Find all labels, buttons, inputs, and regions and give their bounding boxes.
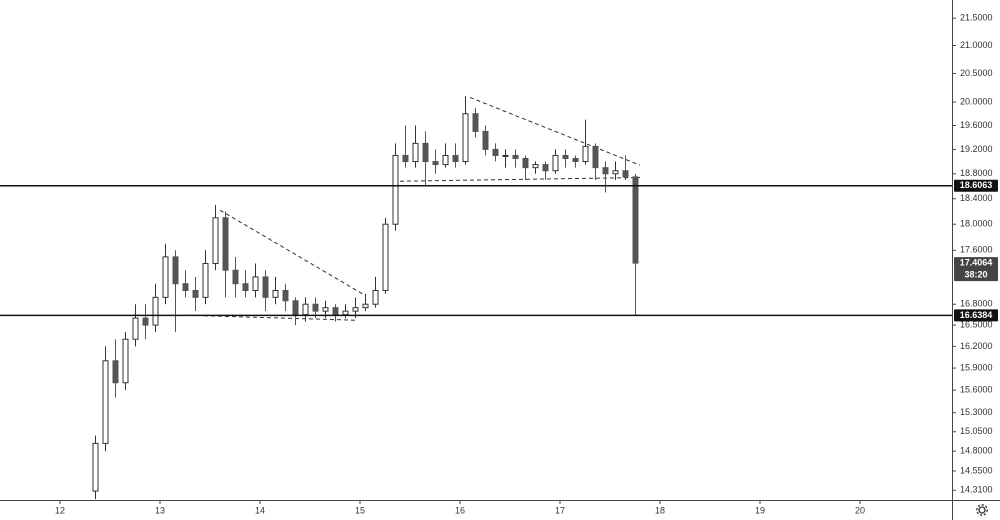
candle-body: [172, 256, 179, 285]
x-tick-label: 15: [355, 505, 365, 515]
y-tick-label: 15.9000: [960, 362, 993, 372]
candle-body: [242, 283, 249, 291]
candle-body: [402, 154, 409, 163]
x-tick-label: 16: [455, 505, 465, 515]
candle-body: [592, 145, 599, 169]
y-tick-label: 20.5000: [960, 68, 993, 78]
last-price-tag: [954, 257, 998, 282]
candle-body: [362, 303, 369, 309]
last-price-label: 17.4064: [960, 257, 993, 267]
candle-body: [492, 148, 499, 156]
candle-body: [132, 317, 139, 340]
candle-body: [422, 142, 429, 163]
candle-body: [622, 170, 629, 178]
candle-body: [542, 164, 549, 172]
price-tag: [954, 179, 998, 192]
x-tick-label: 14: [255, 505, 265, 515]
candle-body: [162, 256, 169, 298]
y-tick-label: 21.0000: [960, 40, 993, 50]
candle-body: [212, 217, 219, 265]
candle-body: [502, 154, 509, 157]
candle-body: [122, 338, 129, 384]
x-tick-label: 19: [755, 505, 765, 515]
candle-body: [282, 289, 289, 302]
candle-body: [302, 303, 309, 316]
y-tick-label: 21.5000: [960, 13, 993, 23]
trendline: [219, 209, 366, 296]
candle-body: [112, 360, 119, 384]
y-tick-label: 18.8000: [960, 168, 993, 178]
price-tag-label: 18.6063: [960, 180, 993, 190]
candle-body: [552, 154, 559, 172]
candle-body: [382, 223, 389, 291]
y-tick-label: 14.3100: [960, 485, 993, 495]
candle-body: [442, 154, 449, 166]
candle-body: [522, 157, 529, 169]
candle-body: [252, 276, 259, 291]
candle-body: [582, 145, 589, 163]
x-tick-label: 17: [555, 505, 565, 515]
candle-body: [572, 157, 579, 163]
candle-body: [222, 217, 229, 271]
candle-body: [182, 283, 189, 291]
candle-body: [202, 263, 209, 298]
y-tick-label: 15.6000: [960, 385, 993, 395]
candle-body: [332, 307, 339, 316]
y-tick-label: 19.2000: [960, 144, 993, 154]
candle-body: [532, 164, 539, 169]
x-tick-label: 13: [155, 505, 165, 515]
candle-body: [232, 269, 239, 285]
candle-body: [192, 289, 199, 298]
y-tick-label: 14.8000: [960, 446, 993, 456]
trendline: [399, 177, 641, 182]
candle-body: [152, 296, 159, 326]
candle-body: [92, 442, 99, 492]
candle-body: [482, 130, 489, 150]
candle-body: [512, 154, 519, 159]
candle-body: [372, 289, 379, 305]
y-tick-label: 18.4000: [960, 193, 993, 203]
candle-body: [562, 154, 569, 159]
candle-body: [452, 154, 459, 163]
candle-body: [262, 276, 269, 298]
trendline: [469, 96, 641, 166]
x-tick-label: 18: [655, 505, 665, 515]
candle-body: [352, 307, 359, 312]
price-tag-label: 16.6384: [960, 310, 993, 320]
candle-body: [292, 300, 299, 316]
candle-body: [472, 113, 479, 132]
candle-body: [432, 161, 439, 166]
settings-icon[interactable]: [976, 504, 988, 516]
y-tick-label: 17.6000: [960, 245, 993, 255]
price-tag: [954, 309, 998, 322]
candle-body: [142, 317, 149, 326]
x-tick-label: 12: [55, 505, 65, 515]
x-tick-label: 20: [855, 505, 865, 515]
y-tick-label: 19.6000: [960, 120, 993, 130]
candle-body: [312, 303, 319, 312]
y-tick-label: 18.0000: [960, 219, 993, 229]
candle-body: [462, 113, 469, 163]
candle-body: [392, 154, 399, 225]
candle-body: [412, 142, 419, 163]
candle-body: [102, 360, 109, 444]
candle-body: [612, 170, 619, 175]
candle-body: [632, 176, 639, 264]
candle-body: [272, 289, 279, 298]
candle-body: [342, 310, 349, 316]
y-tick-label: 14.5500: [960, 465, 993, 475]
candle-body: [322, 307, 329, 312]
candle-body: [602, 167, 609, 175]
y-tick-label: 15.0500: [960, 426, 993, 436]
y-tick-label: 16.5000: [960, 319, 993, 329]
countdown: 38:20: [964, 269, 987, 279]
y-tick-label: 15.3000: [960, 407, 993, 417]
y-tick-label: 16.2000: [960, 341, 993, 351]
y-tick-label: 20.0000: [960, 96, 993, 106]
y-tick-label: 16.8000: [960, 299, 993, 309]
